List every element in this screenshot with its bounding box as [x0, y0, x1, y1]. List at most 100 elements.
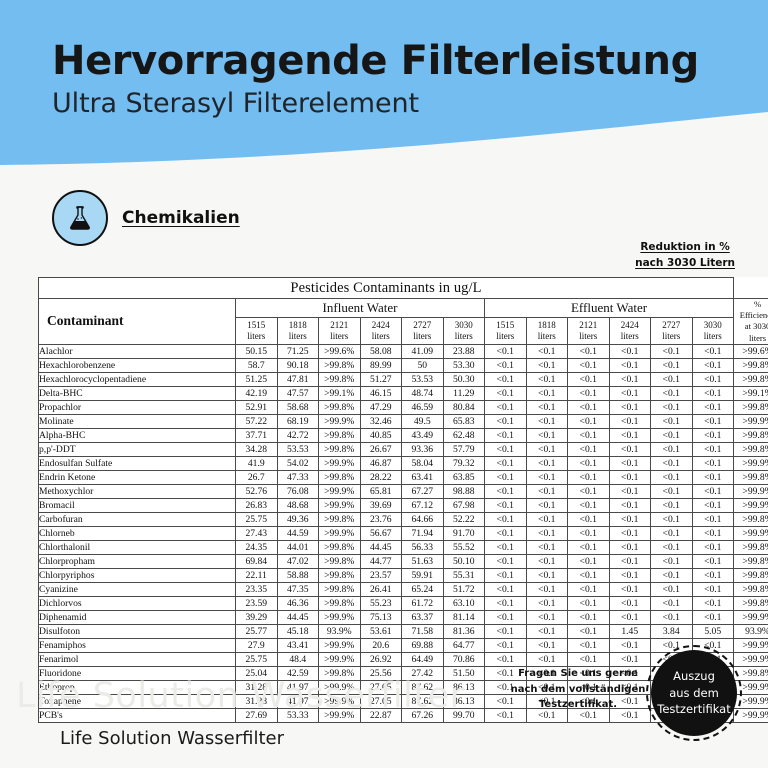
table-row: Alachlor 50.15 71.25 >99.6% 58.08 41.09 23.88 <…	[38, 343, 768, 359]
cell-effluent-0: <0.1	[484, 623, 527, 639]
cell-influent-2: >99.6%	[318, 343, 361, 359]
cell-contaminant-name: Chlorneb	[38, 525, 236, 541]
cell-influent-2: >99.9%	[318, 483, 361, 499]
cell-effluent-2: <0.1	[567, 469, 610, 485]
cell-contaminant-name: Hexachlorobenzene	[38, 357, 236, 373]
cell-influent-4: 41.09	[401, 343, 444, 359]
cell-influent-4: 58.04	[401, 455, 444, 471]
cell-influent-0: 25.75	[235, 511, 278, 527]
cell-effluent-2: <0.1	[567, 567, 610, 583]
cell-influent-5: 23.88	[442, 343, 485, 359]
cell-influent-3: 47.29	[359, 399, 402, 415]
cell-influent-1: 54.02	[276, 455, 319, 471]
cell-influent-2: >99.8%	[318, 357, 361, 373]
reduktion-note: Reduktion in % nach 3030 Litern	[635, 240, 735, 272]
table-row: Chlorpyriphos 22.11 58.88 >99.8% 23.57 59.91 5…	[38, 567, 768, 583]
cell-influent-0: 23.35	[235, 581, 278, 597]
col-header-unit: liters	[330, 330, 349, 341]
col-header-unit: liters	[413, 330, 432, 341]
footer-note: Fragen Sie uns gerne nach dem vollständi…	[488, 666, 668, 713]
cell-influent-1: 76.08	[276, 483, 319, 499]
cell-influent-2: >99.8%	[318, 441, 361, 457]
cell-influent-1: 90.18	[276, 357, 319, 373]
table-row: PCB's 27.69 53.33 >99.9% 22.87 67.26 99.70 <0.1…	[38, 707, 768, 723]
cell-influent-2: >99.8%	[318, 469, 361, 485]
cell-influent-4: 69.88	[401, 637, 444, 653]
table-row: Methoxychlor 52.76 76.08 >99.9% 65.81 67.27 98…	[38, 483, 768, 499]
cell-contaminant-name: Alpha-BHC	[38, 427, 236, 443]
cell-effluent-0: <0.1	[484, 539, 527, 555]
cell-effluent-5: <0.1	[691, 609, 735, 625]
cell-contaminant-name: Endrin Ketone	[38, 469, 236, 485]
cell-influent-1: 44.45	[276, 609, 319, 625]
cell-efficiency: 93.9%	[733, 623, 768, 639]
cell-effluent-1: <0.1	[525, 357, 568, 373]
cell-effluent-1: <0.1	[525, 413, 568, 429]
table-row: Fenamiphos 27.9 43.41 >99.9% 20.6 69.88 64.77 <…	[38, 637, 768, 653]
cell-influent-5: 62.48	[442, 427, 485, 443]
cell-effluent-2: <0.1	[567, 553, 610, 569]
cell-effluent-1: <0.1	[525, 651, 568, 667]
table-row: Chlorpropham 69.84 47.02 >99.8% 44.77 51.63 50…	[38, 553, 768, 569]
cell-effluent-4: <0.1	[650, 553, 693, 569]
table-group-row: Contaminant Influent Water Effluent Wate…	[38, 298, 768, 345]
col-header-influent-1515: 1515 liters	[235, 317, 278, 345]
cell-influent-5: 67.98	[442, 497, 485, 513]
cell-efficiency: >99.8%	[733, 441, 768, 457]
cell-effluent-4: <0.1	[650, 343, 693, 359]
cell-effluent-4: <0.1	[650, 399, 693, 415]
cell-influent-1: 58.68	[276, 399, 319, 415]
cell-effluent-0: <0.1	[484, 399, 527, 415]
cell-effluent-5: <0.1	[691, 385, 735, 401]
cell-effluent-4: <0.1	[650, 371, 693, 387]
cell-influent-0: 52.91	[235, 399, 278, 415]
cell-contaminant-name: Bromacil	[38, 497, 236, 513]
cell-influent-4: 48.74	[401, 385, 444, 401]
cell-contaminant-name: Fenamiphos	[38, 637, 236, 653]
cell-effluent-3: <0.1	[608, 399, 651, 415]
cell-contaminant-name: Carbofuran	[38, 511, 236, 527]
cell-influent-3: 65.81	[359, 483, 402, 499]
cell-effluent-1: <0.1	[525, 553, 568, 569]
cell-efficiency: >99.8%	[733, 595, 768, 611]
cell-influent-5: 55.52	[442, 539, 485, 555]
cell-effluent-5: <0.1	[691, 553, 735, 569]
cell-effluent-1: <0.1	[525, 483, 568, 499]
cell-effluent-0: <0.1	[484, 385, 527, 401]
cell-influent-0: 23.59	[235, 595, 278, 611]
cell-influent-5: 70.86	[442, 651, 485, 667]
cell-effluent-5: 5.05	[691, 623, 735, 639]
cell-influent-5: 80.84	[442, 399, 485, 415]
cell-influent-1: 53.53	[276, 441, 319, 457]
cell-effluent-0: <0.1	[484, 525, 527, 541]
cell-efficiency: >99.8%	[733, 511, 768, 527]
cell-influent-3: 28.22	[359, 469, 402, 485]
cell-contaminant-name: Chlorpropham	[38, 553, 236, 569]
cell-influent-0: 37.71	[235, 427, 278, 443]
cell-effluent-5: <0.1	[691, 357, 735, 373]
cell-influent-2: >99.8%	[318, 399, 361, 415]
cell-effluent-2: <0.1	[567, 637, 610, 653]
cell-effluent-1: <0.1	[525, 595, 568, 611]
cell-effluent-3: <0.1	[608, 609, 651, 625]
col-header-influent-3030: 3030 liters	[442, 317, 485, 345]
cell-effluent-0: <0.1	[484, 651, 527, 667]
flask-icon	[52, 190, 108, 246]
stamp-line1: Auszug	[673, 668, 715, 683]
cell-influent-3: 46.87	[359, 455, 402, 471]
cell-effluent-1: <0.1	[525, 343, 568, 359]
cell-effluent-2: <0.1	[567, 609, 610, 625]
col-header-volume: 2727	[413, 319, 432, 330]
cell-efficiency: >99.9%	[733, 497, 768, 513]
cell-contaminant-name: Disulfoton	[38, 623, 236, 639]
cell-effluent-1: <0.1	[525, 399, 568, 415]
cell-effluent-1: <0.1	[525, 441, 568, 457]
col-header-influent-2424: 2424 liters	[359, 317, 402, 345]
cell-efficiency: >99.9%	[733, 609, 768, 625]
cell-efficiency: >99.8%	[733, 581, 768, 597]
cell-effluent-1: <0.1	[525, 511, 568, 527]
cell-effluent-1: <0.1	[525, 455, 568, 471]
cell-effluent-0: <0.1	[484, 609, 527, 625]
cell-influent-2: >99.9%	[318, 497, 361, 513]
cell-efficiency: >99.8%	[733, 427, 768, 443]
